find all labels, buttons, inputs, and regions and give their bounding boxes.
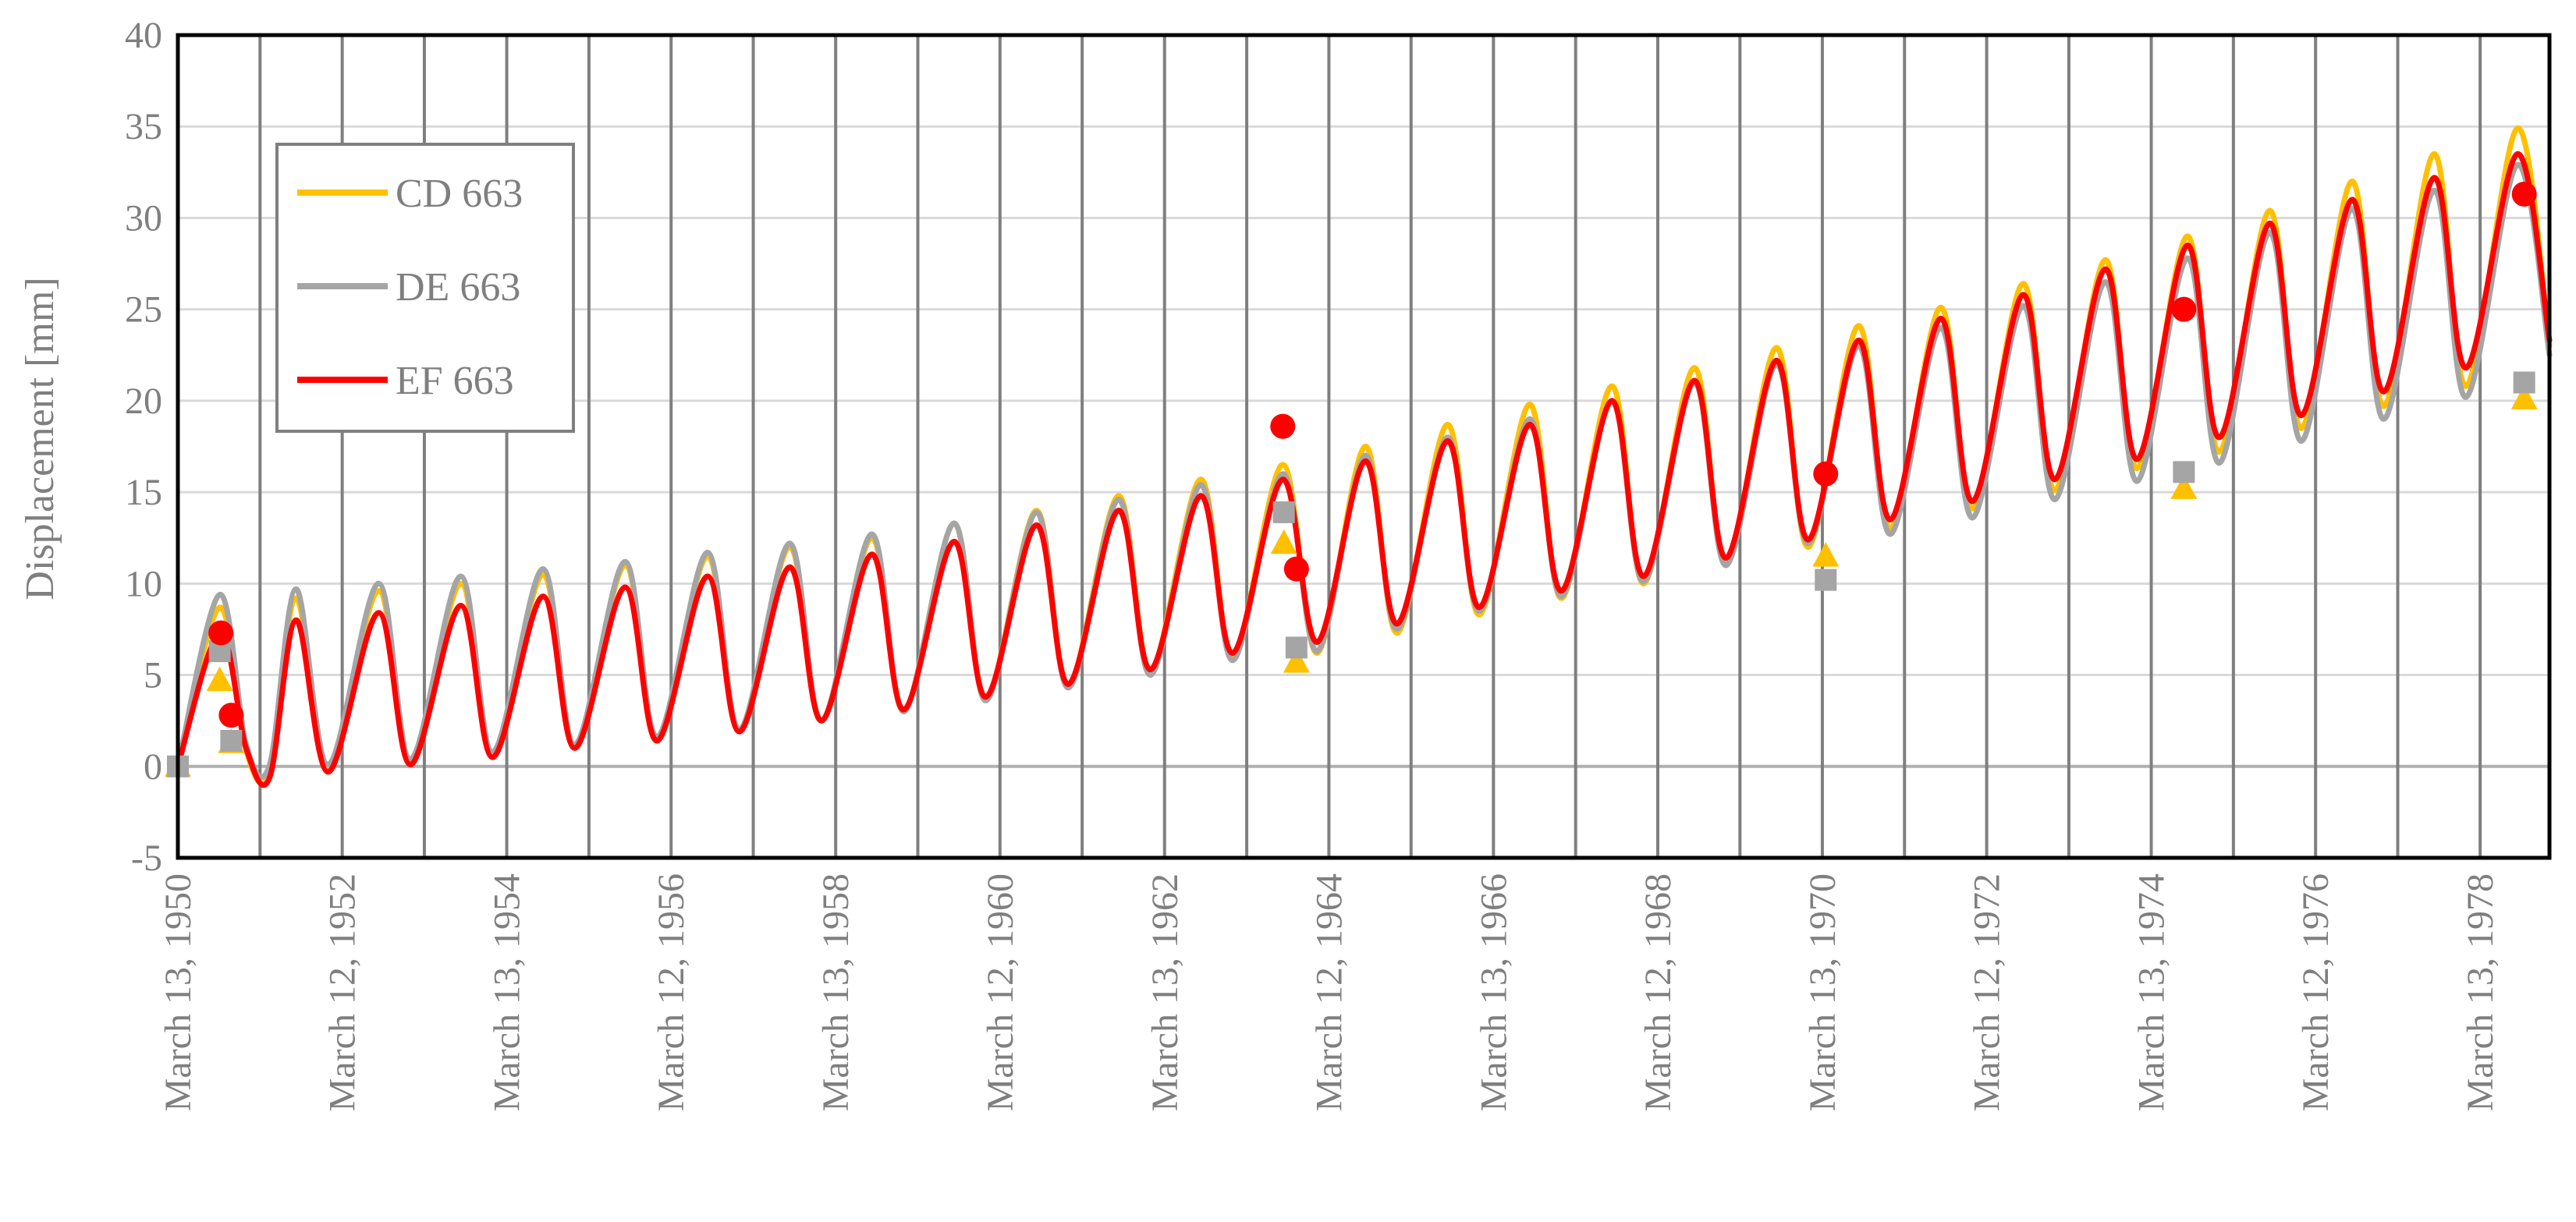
legend-item-ef-663: EF 663 xyxy=(297,359,514,403)
y-tick-label: 15 xyxy=(125,472,162,513)
series-line-ef-663 xyxy=(175,151,2553,788)
y-tick-label: 35 xyxy=(125,106,162,147)
x-tick-label: March 12, 1968 xyxy=(1637,873,1679,1111)
x-tick-label: March 12, 1972 xyxy=(1967,873,2008,1111)
x-tick-label: March 13, 1970 xyxy=(1802,873,1843,1111)
marker-cd-663 xyxy=(1283,648,1310,673)
marker-de-663 xyxy=(1272,501,1295,523)
y-tick-label: 0 xyxy=(144,746,162,788)
x-tick-label: March 13, 1962 xyxy=(1144,873,1186,1111)
plot-area-border xyxy=(176,33,2552,860)
x-tick-label: March 13, 1974 xyxy=(2131,873,2173,1111)
x-tick-label: March 12, 1964 xyxy=(1308,873,1350,1111)
marker-ef-663 xyxy=(1270,413,1296,439)
x-tick-label: March 13, 1958 xyxy=(815,873,857,1111)
marker-ef-663 xyxy=(1813,461,1839,487)
marker-ef-663 xyxy=(218,703,244,728)
x-tick-label: March 12, 1960 xyxy=(980,873,1021,1111)
legend-label: CD 663 xyxy=(396,172,523,216)
marker-de-663 xyxy=(2173,461,2195,483)
y-tick-label: 40 xyxy=(125,15,162,56)
y-tick-label: 5 xyxy=(144,655,162,696)
marker-cd-663 xyxy=(1812,542,1840,567)
marker-ef-663 xyxy=(2171,296,2197,322)
y-axis-title: Displacement [mm] xyxy=(18,277,62,600)
legend-label: DE 663 xyxy=(396,265,520,310)
series-markers xyxy=(165,181,2538,777)
marker-cd-663 xyxy=(2170,474,2198,499)
y-tick-label: 25 xyxy=(125,289,162,331)
x-tick-label: March 13, 1966 xyxy=(1473,873,1514,1111)
y-axis-ticks: -5 0 5 10 15 20 25 30 35 40 xyxy=(125,15,162,879)
legend: CD 663 DE 663 EF 663 xyxy=(275,143,575,433)
x-axis-ticks: March 13, 1950 March 12, 1952 March 13, 19… xyxy=(158,873,2501,1111)
marker-cd-663 xyxy=(2510,384,2538,410)
legend-item-cd-663: CD 663 xyxy=(297,172,523,216)
x-tick-label: March 13, 1954 xyxy=(487,873,528,1111)
x-tick-label: March 13, 1950 xyxy=(158,873,199,1111)
marker-cd-663 xyxy=(206,666,233,692)
marker-de-663 xyxy=(1815,568,1837,591)
legend-label: EF 663 xyxy=(396,359,514,403)
legend-items: CD 663 DE 663 EF 663 xyxy=(297,172,523,403)
marker-de-663 xyxy=(220,729,243,752)
x-tick-label: March 12, 1976 xyxy=(2295,873,2336,1111)
y-tick-label: -5 xyxy=(131,838,162,879)
y-tick-label: 20 xyxy=(125,381,162,422)
marker-ef-663 xyxy=(208,620,234,646)
marker-cd-663 xyxy=(1270,529,1297,554)
y-tick-label: 10 xyxy=(125,563,162,604)
marker-ef-663 xyxy=(2511,181,2537,207)
x-tick-label: March 13, 1978 xyxy=(2460,873,2501,1111)
x-tick-label: March 12, 1956 xyxy=(651,873,692,1111)
y-tick-label: 30 xyxy=(125,197,162,239)
legend-item-de-663: DE 663 xyxy=(297,265,520,310)
x-tick-label: March 12, 1952 xyxy=(322,873,364,1111)
marker-ef-663 xyxy=(1283,556,1309,582)
marker-de-663 xyxy=(2513,371,2535,394)
marker-de-663 xyxy=(1285,636,1308,659)
series-lines xyxy=(175,126,2553,788)
